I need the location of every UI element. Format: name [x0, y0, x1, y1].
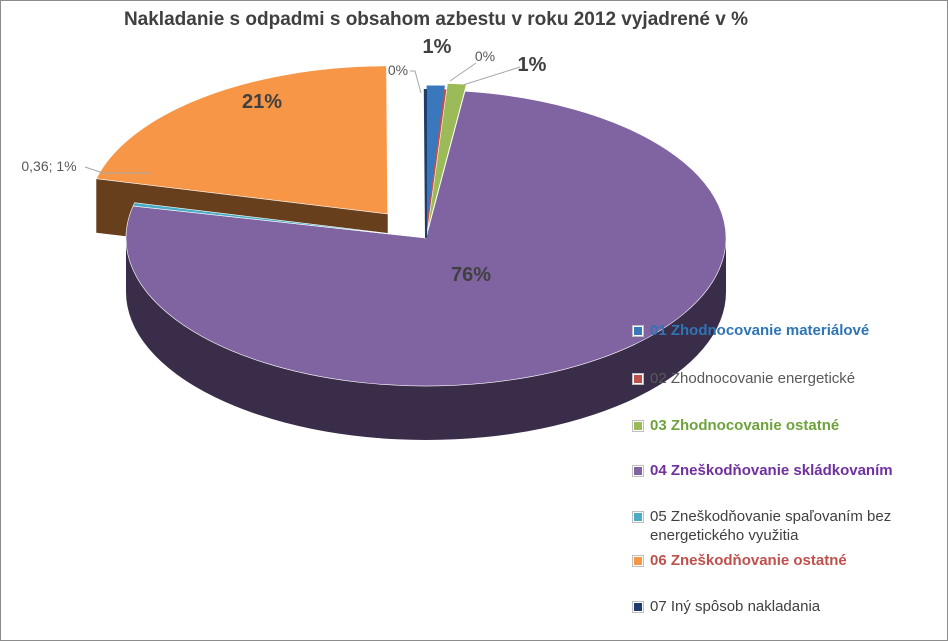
leader-line-7: [410, 70, 422, 94]
leader-line-5: [84, 166, 151, 174]
legend-label: 03 Zhodnocovanie ostatné: [650, 417, 840, 434]
legend-swatch: [632, 601, 644, 613]
legend-label: 04 Zneškodňovanie skládkovaním: [650, 462, 893, 479]
legend-label: 05 Zneškodňovanie spaľovaním bez energet…: [650, 508, 892, 544]
legend-swatch: [632, 555, 644, 567]
data-label-5: 0,36; 1%: [21, 158, 76, 174]
legend-item: 05 Zneškodňovanie spaľovaním bez energet…: [632, 507, 945, 545]
pie-slice-7: [423, 88, 427, 239]
data-label-1: 1%: [423, 36, 452, 58]
legend-label: 01 Zhodnocovanie materiálové: [650, 322, 870, 339]
data-label-7: 0%: [388, 62, 408, 78]
pie-slice-5: [132, 202, 427, 239]
data-label-3: 1%: [518, 54, 547, 76]
legend-label: 02 Zhodnocovanie energetické: [650, 370, 856, 387]
legend-swatch: [632, 465, 644, 477]
legend-label: 06 Zneškodňovanie ostatné: [650, 552, 847, 569]
data-label-2: 0%: [475, 48, 495, 64]
pie-slice-6: [95, 65, 388, 215]
chart-title: Nakladanie s odpadmi s obsahom azbestu v…: [123, 9, 749, 30]
pie-slice-side-4: [126, 238, 726, 440]
legend-swatch: [632, 420, 644, 432]
data-label-6: 21%: [242, 91, 282, 113]
legend-item: 02 Zhodnocovanie energetické: [632, 369, 856, 388]
leader-line-3: [462, 66, 521, 86]
legend-item: 03 Zhodnocovanie ostatné: [632, 416, 840, 435]
data-label-4: 76%: [451, 264, 491, 286]
pie-slice-2: [425, 89, 448, 239]
legend-label: 07 Iný spôsob nakladania: [650, 598, 821, 615]
legend-item: 07 Iný spôsob nakladania: [632, 597, 821, 616]
legend-item: 04 Zneškodňovanie skládkovaním: [632, 461, 893, 480]
legend-swatch: [632, 325, 644, 337]
legend-swatch: [632, 511, 644, 523]
legend-item: 06 Zneškodňovanie ostatné: [632, 551, 847, 570]
pie-slice-4: [125, 90, 727, 387]
legend-swatch: [632, 373, 644, 385]
legend-item: 01 Zhodnocovanie materiálové: [632, 321, 870, 340]
leader-line-2: [449, 62, 477, 82]
